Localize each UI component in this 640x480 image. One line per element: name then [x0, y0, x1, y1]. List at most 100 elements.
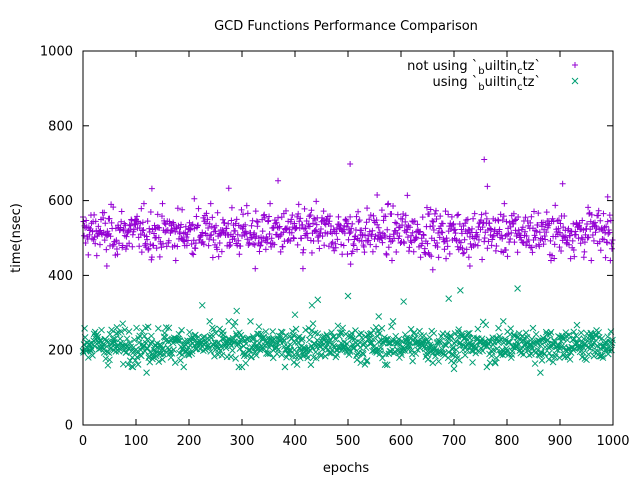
plus-point-marker	[579, 217, 586, 224]
plus-point-marker	[209, 214, 216, 221]
cross-point-marker	[167, 354, 175, 361]
plus-point-marker	[181, 238, 188, 245]
cross-point-marker	[355, 331, 363, 338]
plus-point-marker	[555, 225, 562, 232]
plus-point-marker	[402, 212, 409, 219]
plus-point-marker	[472, 241, 479, 248]
cross-point-marker	[102, 337, 110, 345]
plus-point-marker	[589, 231, 596, 238]
plus-point-marker	[107, 233, 114, 240]
plus-point-marker	[474, 242, 481, 249]
y-axis-ticks: 0 200 400 600 800 1000	[40, 45, 613, 434]
plus-point-marker	[347, 213, 354, 220]
cross-point-marker	[233, 307, 241, 315]
plus-point-marker	[394, 211, 401, 218]
plus-point-marker	[90, 236, 97, 243]
plus-point-marker	[254, 219, 261, 226]
cross-point-marker	[143, 369, 150, 376]
plus-point-marker	[313, 198, 320, 205]
plus-point-marker	[411, 218, 418, 225]
plus-point-marker	[187, 226, 194, 233]
x-tick-label: 500	[336, 434, 361, 449]
cross-point-marker	[367, 329, 375, 337]
cross-point-marker	[230, 322, 237, 330]
plus-point-marker	[82, 240, 89, 247]
x-tick-label: 600	[389, 434, 414, 449]
cross-point-marker	[383, 361, 391, 369]
plus-point-marker	[266, 231, 273, 238]
plus-point-marker	[369, 248, 376, 255]
plus-point-marker	[500, 213, 507, 220]
plus-point-marker	[189, 250, 196, 257]
plus-point-marker	[194, 222, 201, 229]
plus-point-marker	[421, 245, 428, 252]
cross-point-marker	[247, 318, 254, 325]
plus-point-marker	[134, 213, 141, 220]
plus-point-marker	[323, 217, 330, 224]
plus-point-marker	[360, 243, 367, 250]
plus-point-marker	[368, 231, 375, 238]
plus-point-marker	[481, 156, 488, 163]
cross-point-marker	[493, 345, 501, 353]
plus-point-marker	[192, 245, 199, 252]
plus-point-marker	[374, 191, 381, 198]
x-tick-label: 100	[124, 434, 149, 449]
plus-point-marker	[316, 245, 323, 252]
plus-point-marker	[276, 223, 283, 230]
plus-point-marker	[285, 218, 292, 225]
cross-point-marker	[344, 292, 352, 300]
plus-point-marker	[427, 223, 434, 230]
plus-point-marker	[510, 210, 517, 217]
cross-point-marker	[97, 337, 105, 345]
cross-point-marker	[381, 361, 389, 368]
cross-point-marker	[126, 357, 134, 365]
plus-point-marker	[543, 229, 550, 236]
plus-point-marker	[560, 224, 567, 231]
cross-point-marker	[290, 331, 297, 339]
plus-point-marker	[304, 230, 311, 237]
plus-point-marker	[152, 225, 159, 232]
cross-point-marker	[158, 345, 166, 353]
cross-point-marker	[359, 349, 367, 357]
cross-point-marker	[232, 355, 239, 362]
plus-point-marker	[608, 240, 615, 247]
cross-point-marker	[307, 361, 315, 369]
plus-point-marker	[86, 231, 93, 238]
cross-point-marker	[151, 348, 158, 356]
legend-label-part: tz`	[523, 59, 541, 74]
plus-point-marker	[319, 214, 326, 221]
plus-point-marker	[402, 218, 409, 225]
plus-point-marker	[290, 235, 297, 242]
plus-point-marker	[126, 240, 133, 247]
cross-point-marker	[579, 349, 587, 356]
plus-point-marker	[112, 225, 119, 232]
plus-point-marker	[265, 217, 272, 224]
plus-point-marker	[350, 242, 357, 249]
plus-point-marker	[259, 228, 266, 235]
cross-point-marker	[200, 340, 208, 348]
plus-point-marker	[605, 230, 612, 237]
cross-point-marker	[291, 311, 299, 319]
plus-point-marker	[205, 224, 212, 231]
legend-label-part: c	[517, 66, 523, 77]
plus-point-marker	[482, 210, 489, 217]
plus-point-marker	[527, 219, 534, 226]
plus-point-marker	[519, 239, 526, 246]
plus-point-marker	[387, 238, 394, 245]
plus-point-marker	[204, 216, 211, 223]
plus-point-marker	[322, 221, 329, 228]
cross-point-marker	[296, 354, 304, 362]
plus-point-marker	[588, 257, 595, 264]
cross-point-marker	[293, 361, 301, 368]
plus-point-marker	[390, 231, 397, 238]
plus-point-marker	[318, 218, 325, 225]
plus-point-marker	[144, 236, 151, 243]
plus-point-marker	[597, 247, 604, 254]
cross-point-marker	[134, 361, 142, 368]
plus-point-marker	[542, 236, 549, 243]
plus-point-marker	[533, 228, 540, 235]
cross-point-marker	[177, 357, 184, 364]
plus-point-marker	[271, 241, 278, 248]
cross-point-marker	[559, 334, 567, 341]
cross-point-marker	[369, 335, 377, 343]
